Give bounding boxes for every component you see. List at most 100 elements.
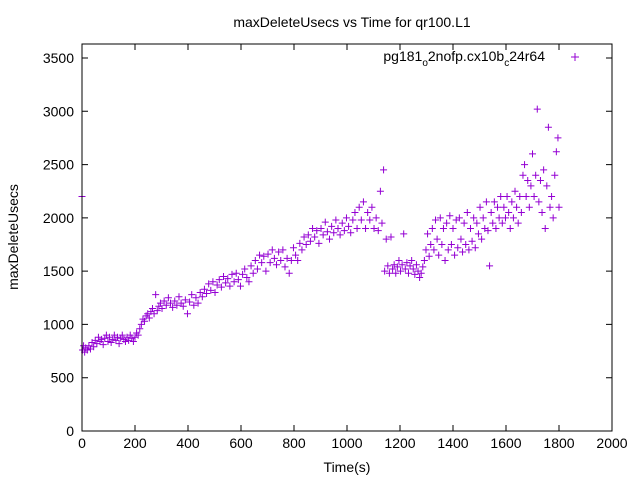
data-point xyxy=(503,193,511,201)
data-point xyxy=(273,261,281,269)
data-point xyxy=(532,171,540,179)
data-point xyxy=(309,225,317,233)
y-tick-label: 3000 xyxy=(43,103,74,119)
data-point xyxy=(393,263,401,271)
data-point xyxy=(494,203,502,211)
data-point xyxy=(525,203,533,211)
data-point xyxy=(188,291,196,299)
data-point xyxy=(150,310,158,318)
x-tick-label: 1000 xyxy=(331,435,362,451)
data-point xyxy=(313,227,321,235)
data-point xyxy=(121,337,129,345)
data-point xyxy=(323,228,331,236)
data-point xyxy=(522,193,530,201)
data-point xyxy=(543,182,551,190)
data-point xyxy=(497,193,505,201)
data-point xyxy=(353,225,361,233)
data-point xyxy=(541,225,549,233)
data-point xyxy=(224,275,232,283)
data-point xyxy=(260,252,268,260)
data-point xyxy=(160,297,168,305)
data-point xyxy=(287,256,295,264)
data-point xyxy=(192,294,200,302)
data-point xyxy=(234,276,242,284)
data-point xyxy=(342,214,350,222)
data-point xyxy=(513,203,521,211)
data-point xyxy=(490,198,498,206)
data-point xyxy=(516,193,524,201)
data-point xyxy=(289,244,297,252)
data-point xyxy=(321,218,329,226)
data-point xyxy=(549,214,557,222)
data-point xyxy=(362,225,370,233)
x-tick-label: 1400 xyxy=(437,435,468,451)
data-point xyxy=(474,230,482,238)
legend-marker-plus xyxy=(571,53,579,61)
data-point xyxy=(449,225,457,233)
y-tick-label: 1000 xyxy=(43,316,74,332)
data-point xyxy=(292,251,300,259)
legend-main: pg181 xyxy=(383,48,422,64)
data-point xyxy=(171,297,179,305)
data-point xyxy=(511,187,519,195)
data-point xyxy=(457,235,465,243)
data-point xyxy=(521,161,529,169)
data-point xyxy=(422,246,430,254)
data-point xyxy=(328,222,336,230)
data-point xyxy=(311,233,319,241)
data-point xyxy=(376,187,384,195)
data-point xyxy=(200,285,208,293)
data-point xyxy=(251,256,259,264)
data-point xyxy=(500,203,508,211)
y-axis: 0 500 1000 1500 2000 2500 3000 3500 xyxy=(43,50,612,439)
legend-label: pg181o2nofp.cx10bc24r64 xyxy=(383,48,545,69)
data-point xyxy=(114,333,122,341)
data-point xyxy=(230,278,238,286)
data-point xyxy=(136,325,144,333)
data-point xyxy=(336,231,344,239)
data-point xyxy=(486,262,494,270)
data-point xyxy=(215,276,223,284)
data-point xyxy=(378,219,386,227)
data-point xyxy=(340,227,348,235)
data-point xyxy=(112,336,120,344)
data-point xyxy=(428,225,436,233)
data-point xyxy=(403,259,411,267)
data-point xyxy=(476,203,484,211)
data-point xyxy=(524,177,532,185)
y-tick-label: 2000 xyxy=(43,210,74,226)
data-point xyxy=(247,262,255,270)
data-point xyxy=(268,246,276,254)
data-point xyxy=(319,231,327,239)
data-point xyxy=(459,248,467,256)
x-tick-label: 1200 xyxy=(384,435,415,451)
x-tick-label: 0 xyxy=(78,435,86,451)
x-axis: 0 200 400 600 800 1000 1200 1400 1600 1800 2000 xyxy=(78,44,628,451)
data-point xyxy=(425,252,433,260)
data-point xyxy=(433,235,441,243)
data-point xyxy=(101,334,109,342)
data-point xyxy=(104,337,112,345)
y-tick-label: 1500 xyxy=(43,263,74,279)
data-point xyxy=(508,198,516,206)
data-point xyxy=(153,307,161,315)
data-point xyxy=(232,269,240,277)
data-point xyxy=(190,301,198,309)
data-point xyxy=(555,203,563,211)
data-point xyxy=(395,256,403,264)
data-point xyxy=(304,231,312,239)
data-point xyxy=(156,299,164,307)
x-tick-label: 2000 xyxy=(596,435,627,451)
data-point xyxy=(446,212,454,220)
data-point xyxy=(275,248,283,256)
data-point xyxy=(285,269,293,277)
data-point xyxy=(294,256,302,264)
data-point xyxy=(420,256,428,264)
data-point xyxy=(162,301,170,309)
data-point xyxy=(298,246,306,254)
data-point xyxy=(389,265,397,273)
data-point xyxy=(222,279,230,287)
data-point xyxy=(317,225,325,233)
data-point xyxy=(370,225,378,233)
data-point xyxy=(471,244,479,252)
